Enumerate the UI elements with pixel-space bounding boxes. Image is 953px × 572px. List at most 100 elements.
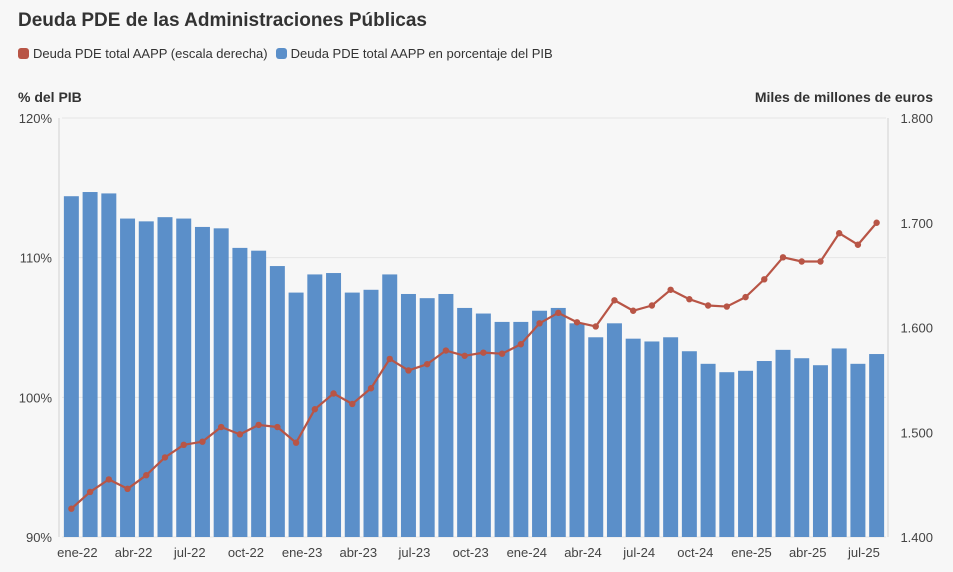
left-tick-label-1: 100% [19,390,53,405]
line-point-25 [536,320,543,327]
line-point-42 [854,241,862,248]
x-tick-label-5: abr-23 [339,545,377,560]
line-point-33 [686,296,693,303]
line-path [70,222,878,510]
x-tick-label-10: jul-24 [622,545,655,560]
line-point-29 [611,297,618,304]
line-point-8 [217,423,225,431]
right-tick-label-0: 1.400 [900,530,933,545]
x-tick-label-14: jul-25 [847,545,880,560]
line-point-39 [798,258,805,265]
right-tick-label-3: 1.700 [900,216,933,231]
bar-11 [269,266,285,537]
legend-item-line[interactable]: Deuda PDE total AAPP (escala derecha) [18,46,268,61]
right-tick-label-1: 1.500 [900,425,933,440]
line-point-12 [292,439,300,446]
bar-7 [194,226,210,537]
line-point-24 [517,341,525,348]
line-point-6 [180,441,187,449]
line-point-18 [405,367,412,374]
line-point-19 [423,360,431,368]
left-tick-label-3: 120% [19,111,53,126]
bar-26 [550,307,566,537]
bar-22 [475,313,491,537]
line-point-9 [236,431,244,438]
legend-swatch-line [18,48,29,59]
bar-21 [457,307,473,537]
bar-35 [719,372,735,537]
bar-2 [101,193,117,538]
bar-18 [400,293,416,537]
x-tick-label-4: ene-23 [282,545,322,560]
line-point-32 [667,286,674,293]
bar-3 [120,218,136,537]
bar-29 [606,323,622,537]
line-point-16 [367,385,375,392]
line-point-38 [779,254,787,261]
bar-28 [588,337,604,537]
right-axis-ticks: 1.400 1.500 1.600 1.700 1.800 [900,111,933,545]
bar-12 [288,292,304,537]
left-axis-ticks: 90% 100% 110% 120% [19,111,53,545]
line-point-37 [761,276,768,283]
bar-42 [850,363,866,537]
bar-5 [157,217,173,537]
x-tick-label-7: oct-23 [453,545,489,560]
line-point-22 [480,349,487,356]
bar-19 [419,298,435,537]
line-point-27 [573,319,581,326]
bar-14 [326,273,342,537]
line-point-15 [349,400,356,408]
line-point-11 [274,423,281,431]
legend-item-bar[interactable]: Deuda PDE total AAPP en porcentaje del P… [275,46,553,61]
line-point-7 [199,438,206,445]
bar-27 [569,323,585,537]
line-point-35 [723,303,731,310]
bar-series [63,192,885,538]
line-point-31 [648,302,656,309]
x-tick-label-6: jul-23 [398,545,431,560]
bar-32 [663,337,679,537]
bar-9 [232,247,248,537]
x-tick-label-13: abr-25 [789,545,827,560]
bar-16 [363,289,379,537]
right-axis-title: Miles de millones de euros [754,89,933,105]
x-tick-label-2: jul-22 [173,545,206,560]
legend-label-bar: Deuda PDE total AAPP en porcentaje del P… [290,46,553,61]
line-point-36 [742,293,749,301]
bar-37 [756,361,772,537]
line-point-3 [124,485,131,493]
x-tick-label-1: abr-22 [115,545,153,560]
left-axis-title: % del PIB [18,89,82,105]
right-tick-label-4: 1.800 [900,111,933,126]
bar-15 [344,292,360,537]
line-point-13 [311,406,319,413]
x-tick-label-8: ene-24 [507,545,547,560]
bar-4 [138,221,154,537]
bar-25 [532,310,548,537]
bar-23 [494,321,510,537]
line-point-23 [498,350,506,357]
line-point-1 [86,488,94,496]
bar-30 [625,338,641,537]
bar-41 [831,348,847,537]
line-point-5 [161,454,169,461]
chart-title: Deuda PDE de las Administraciones Públic… [18,10,427,31]
line-point-28 [592,323,599,330]
line-point-34 [704,302,712,309]
line-point-14 [330,390,337,397]
left-tick-label-2: 110% [20,251,53,266]
line-point-21 [461,352,468,359]
x-tick-label-9: abr-24 [564,545,602,560]
bar-0 [63,196,79,538]
x-tick-label-11: oct-24 [677,545,713,560]
bar-1 [82,192,98,538]
line-point-2 [105,476,113,483]
bar-38 [775,349,791,537]
legend-swatch-bar [275,48,287,59]
x-tick-label-0: ene-22 [57,545,97,560]
bar-43 [869,354,885,537]
line-point-20 [442,347,450,354]
line-point-4 [143,471,150,479]
bar-6 [176,218,192,537]
